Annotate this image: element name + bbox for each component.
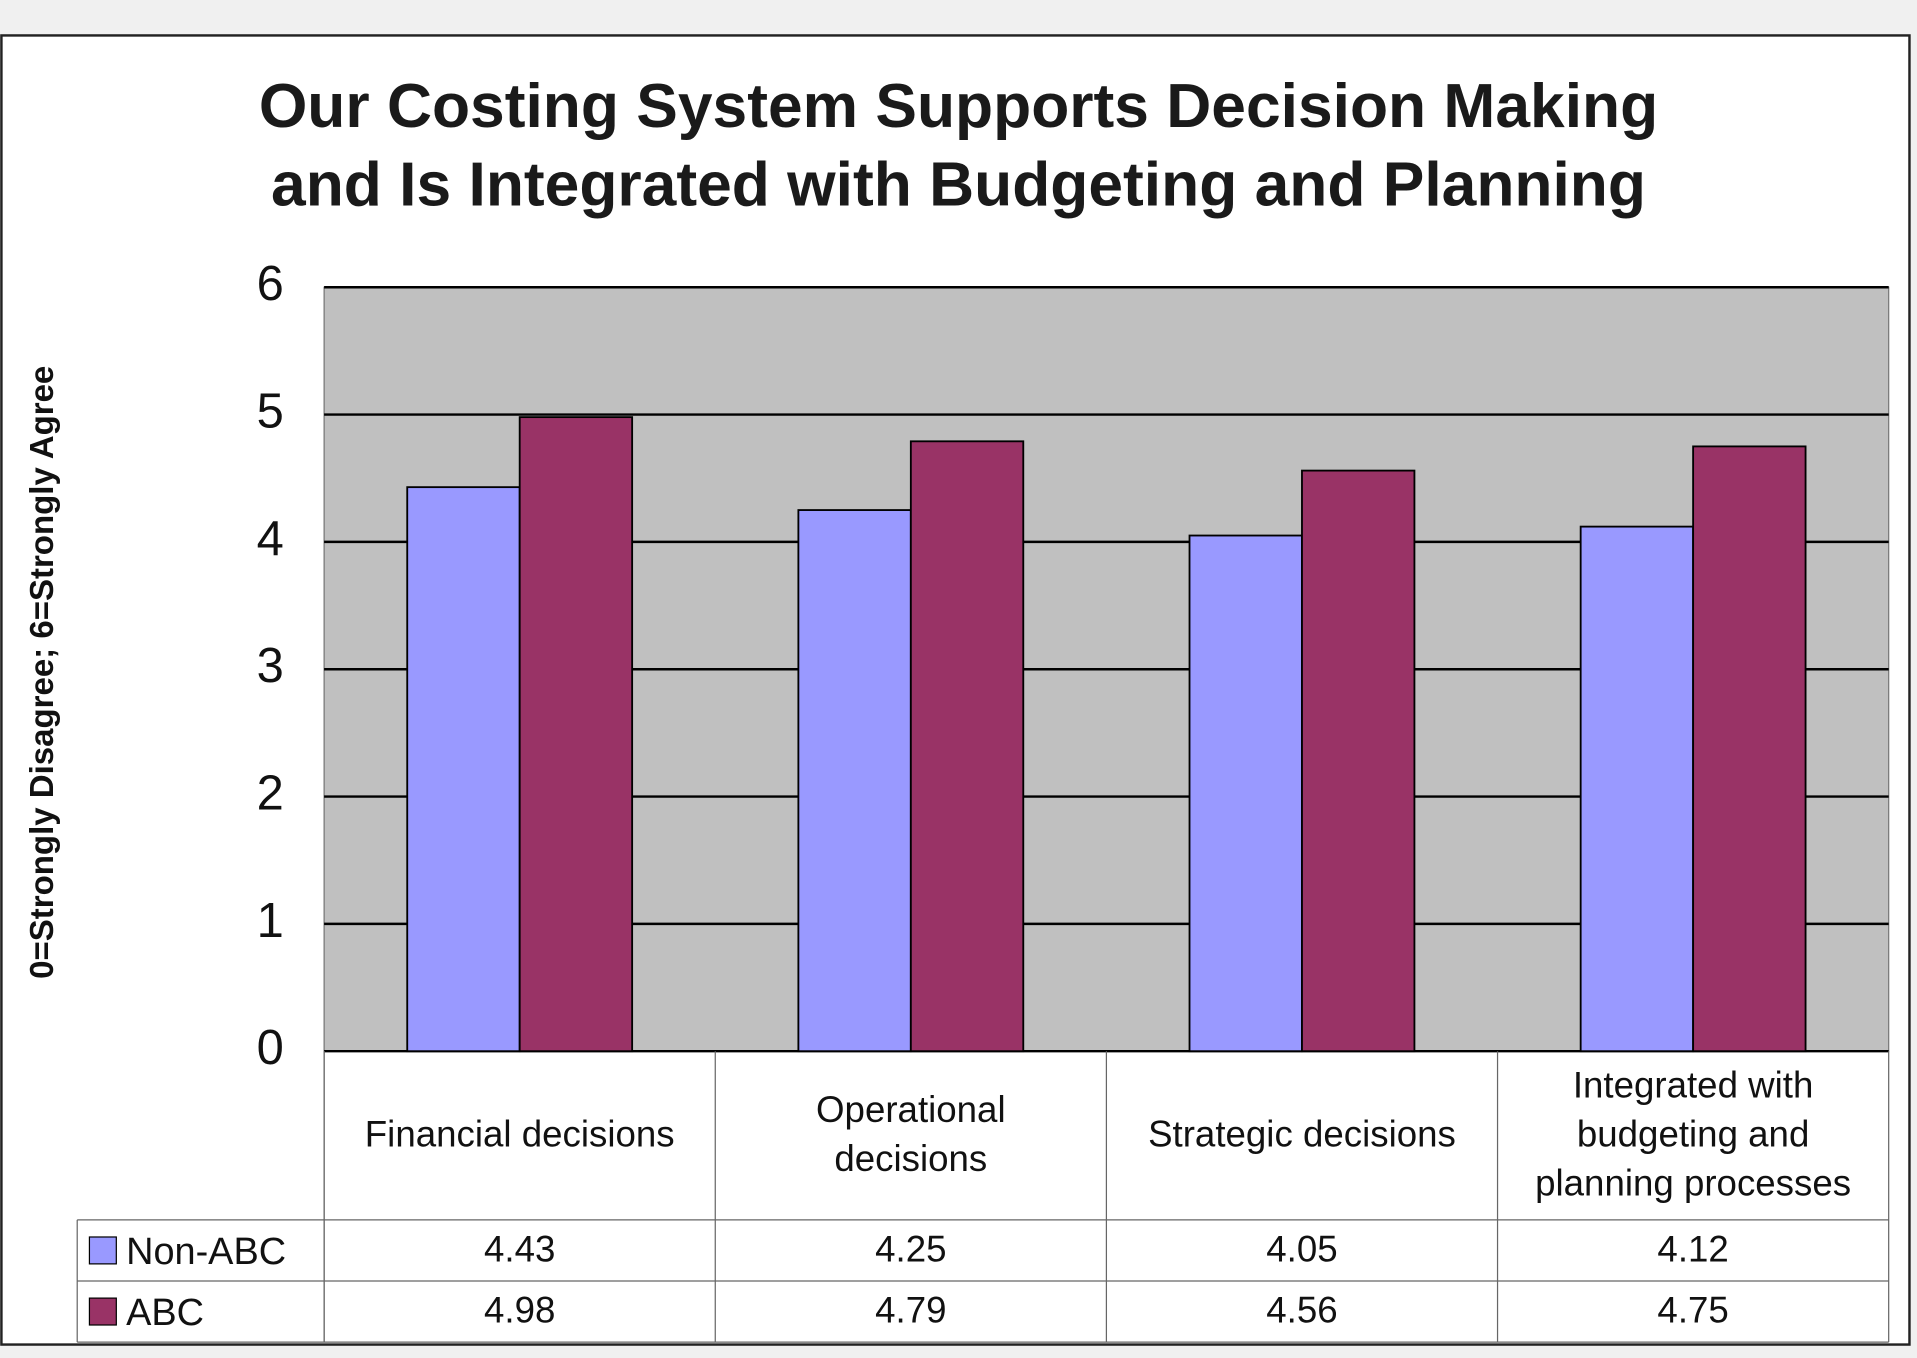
- table-value: 4.98: [484, 1289, 555, 1330]
- table-value: 4.12: [1657, 1228, 1728, 1269]
- legend-label: ABC: [126, 1292, 204, 1334]
- chart-title: Our Costing System Supports Decision Mak…: [258, 70, 1659, 219]
- bar: [909, 440, 1025, 1053]
- chart-title-box: Our Costing System Supports Decision Mak…: [258, 70, 1659, 219]
- bar: [1692, 445, 1807, 1053]
- table-value: 4.05: [1266, 1228, 1337, 1269]
- table-value: 4.25: [875, 1228, 946, 1269]
- bar: [406, 486, 521, 1053]
- y-tick-label: 3: [257, 639, 284, 693]
- y-tick-label: 1: [257, 894, 284, 948]
- y-tick-label: 6: [257, 257, 284, 311]
- y-tick-label: 2: [257, 766, 284, 820]
- table-value: 4.75: [1657, 1289, 1728, 1330]
- table-value: 4.56: [1266, 1289, 1337, 1330]
- y-tick-label: 0: [257, 1021, 284, 1075]
- legend-swatch: [88, 1236, 117, 1265]
- legend-swatch: [88, 1297, 117, 1326]
- bar: [797, 509, 912, 1053]
- category-label-box: Operational decisions: [816, 1090, 1006, 1180]
- bar: [1579, 525, 1695, 1053]
- bar: [1301, 469, 1416, 1053]
- table-value: 4.79: [875, 1289, 946, 1330]
- category-label: Financial decisions: [364, 1114, 675, 1156]
- bar: [1188, 534, 1303, 1053]
- bar: [518, 416, 634, 1053]
- legend-label: Non-ABC: [126, 1231, 286, 1273]
- table-value: 4.43: [484, 1228, 555, 1269]
- category-label: Strategic decisions: [1148, 1114, 1456, 1156]
- y-tick-label: 5: [257, 384, 284, 438]
- y-axis-label: 0=Strongly Disagree; 6=Strongly Agree: [23, 366, 60, 979]
- category-label: Operational decisions: [816, 1090, 1006, 1180]
- category-label-box: Strategic decisions: [1148, 1114, 1456, 1156]
- category-label-box: Financial decisions: [364, 1114, 675, 1156]
- category-label: Integrated with budgeting and planning p…: [1535, 1065, 1852, 1204]
- y-tick-label: 4: [257, 512, 284, 566]
- category-label-box: Integrated with budgeting and planning p…: [1535, 1065, 1852, 1204]
